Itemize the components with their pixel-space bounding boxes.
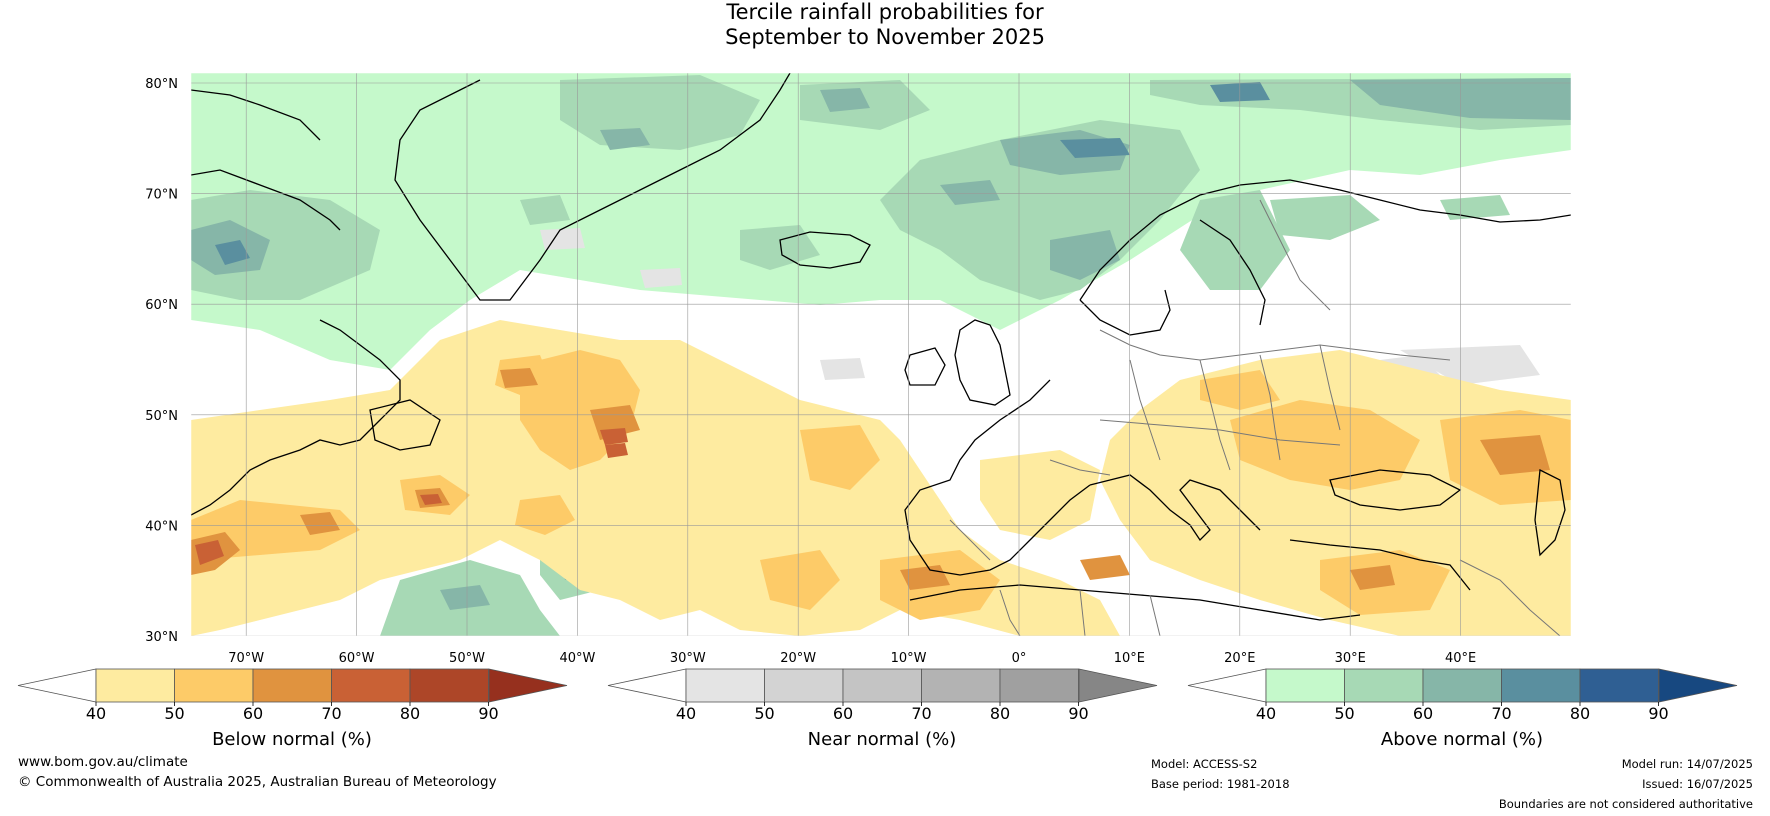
colorbar-label: Above normal (%) — [1381, 729, 1543, 750]
colorbar-tick: 60 — [833, 704, 853, 723]
colorbar-3: 40 50 60 70 80 90 Above normal (%) — [1187, 668, 1738, 750]
below-normal-regions — [191, 320, 1571, 636]
colorbar-segment — [685, 668, 765, 703]
longitude-label: 10°W — [891, 651, 927, 666]
colorbar-label: Below normal (%) — [212, 729, 372, 750]
colorbar-1: 40 50 60 70 80 90 Below normal (%) — [17, 668, 568, 750]
colorbar-tick: 50 — [164, 704, 184, 723]
longitude-label: 40°W — [559, 651, 595, 666]
latitude-label: 60°N — [145, 298, 178, 313]
colorbar-segment — [1422, 668, 1502, 703]
colorbar-low-extension — [607, 668, 687, 703]
colorbar-segment — [1579, 668, 1659, 703]
colorbar-tick: 50 — [1334, 704, 1354, 723]
longitude-label: 70°W — [228, 651, 264, 666]
colorbar-segment — [1501, 668, 1581, 703]
colorbar-high-extension — [1078, 668, 1158, 703]
colorbar-tick: 70 — [321, 704, 341, 723]
colorbar-tick: 80 — [1570, 704, 1590, 723]
colorbar-segment — [764, 668, 844, 703]
colorbar-segment — [252, 668, 332, 703]
colorbar-tick: 90 — [478, 704, 498, 723]
map-border — [190, 72, 1572, 637]
colorbar-tick: 40 — [676, 704, 696, 723]
title-line-1: Tercile rainfall probabilities for — [726, 0, 1044, 24]
colorbar-segment — [1265, 668, 1345, 703]
colorbar-label: Near normal (%) — [808, 729, 957, 750]
title-line-2: September to November 2025 — [725, 25, 1045, 49]
longitude-label: 30°W — [670, 651, 706, 666]
colorbar-segment — [409, 668, 489, 703]
longitude-labels: 70°W 60°W 50°W 40°W 30°W 20°W 10°W 0° 10°E 20°E 30… — [228, 651, 1476, 666]
website-text: www.bom.gov.au/climate — [18, 754, 188, 770]
longitude-label: 20°W — [780, 651, 816, 666]
colorbar-low-extension — [17, 668, 97, 703]
colorbar-tick: 60 — [1413, 704, 1433, 723]
base-period-text: Base period: 1981-2018 — [1151, 777, 1290, 791]
colorbar-segment — [921, 668, 1001, 703]
map-field — [191, 73, 1571, 636]
latitude-label: 70°N — [145, 188, 178, 203]
colorbar-tick: 90 — [1648, 704, 1668, 723]
model-text: Model: ACCESS-S2 — [1151, 757, 1258, 771]
colorbar-segment — [95, 668, 175, 703]
colorbar-segment — [1344, 668, 1424, 703]
colorbar-segment — [174, 668, 254, 703]
colorbar-tick: 40 — [1256, 704, 1276, 723]
colorbar-high-extension — [488, 668, 568, 703]
colorbar-segment — [842, 668, 922, 703]
issued-text: Issued: 16/07/2025 — [1642, 777, 1753, 791]
colorbar-high-extension — [1658, 668, 1738, 703]
latitude-label: 40°N — [145, 519, 178, 534]
longitude-label: 60°W — [339, 651, 375, 666]
graticule — [191, 73, 1571, 636]
colorbars: 40 50 60 70 80 90 Below normal (%) 40 50 60 70 80 90… — [17, 668, 1738, 750]
longitude-label: 30°E — [1335, 651, 1366, 666]
latitude-label: 50°N — [145, 409, 178, 424]
colorbar-tick: 80 — [990, 704, 1010, 723]
colorbar-tick: 70 — [911, 704, 931, 723]
latitude-label: 80°N — [145, 77, 178, 92]
colorbar-tick: 70 — [1491, 704, 1511, 723]
longitude-label: 10°E — [1114, 651, 1145, 666]
colorbar-tick: 80 — [400, 704, 420, 723]
colorbar-tick: 90 — [1068, 704, 1088, 723]
map-title: Tercile rainfall probabilities for Septe… — [0, 0, 1770, 50]
colorbar-segment — [999, 668, 1079, 703]
colorbar-low-extension — [1187, 668, 1267, 703]
colorbar-segment — [331, 668, 411, 703]
longitude-label: 0° — [1012, 651, 1027, 666]
colorbar-2: 40 50 60 70 80 90 Near normal (%) — [607, 668, 1158, 750]
above-normal-regions — [191, 73, 1571, 636]
disclaimer-text: Boundaries are not considered authoritat… — [1498, 797, 1753, 811]
longitude-label: 40°E — [1445, 651, 1476, 666]
model-run-text: Model run: 14/07/2025 — [1621, 757, 1753, 771]
longitude-label: 20°E — [1224, 651, 1255, 666]
colorbar-tick: 40 — [86, 704, 106, 723]
latitude-labels: 80°N 70°N 60°N 50°N 40°N 30°N — [145, 77, 178, 645]
longitude-label: 50°W — [449, 651, 485, 666]
coastlines — [191, 73, 1571, 621]
colorbar-tick: 50 — [754, 704, 774, 723]
latitude-label: 30°N — [145, 630, 178, 645]
copyright-text: © Commonwealth of Australia 2025, Austra… — [18, 774, 497, 790]
colorbar-tick: 60 — [243, 704, 263, 723]
